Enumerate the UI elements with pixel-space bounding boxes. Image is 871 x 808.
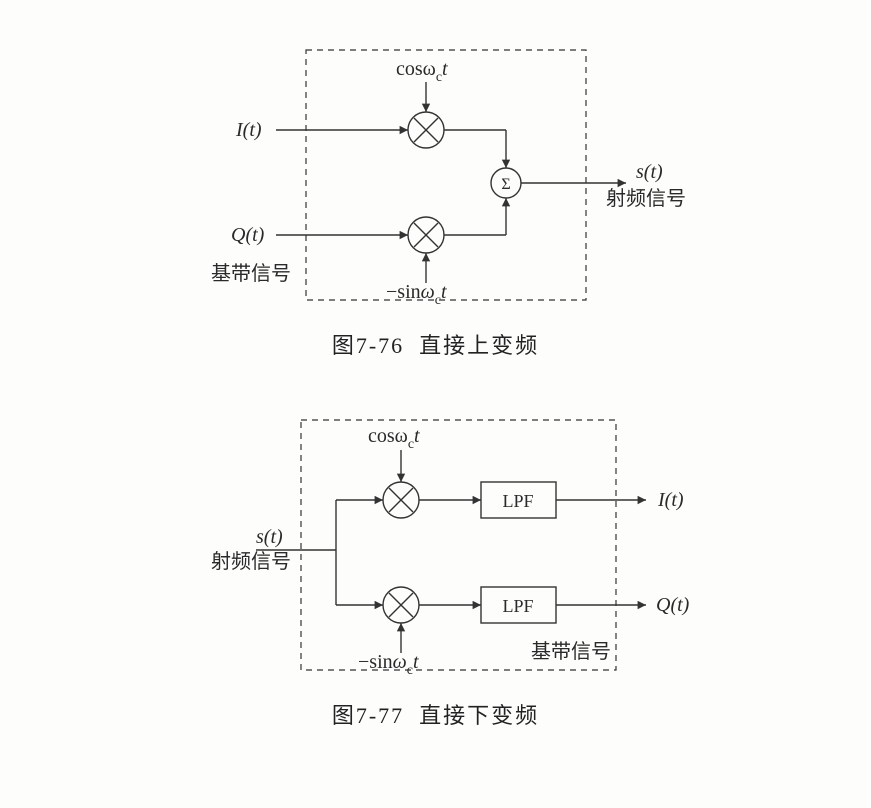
caption-b-prefix: 图7-77 [332, 703, 404, 728]
lo-top-cos: cosω [396, 58, 436, 80]
lpf-bot-label: LPF [502, 596, 533, 616]
diagram-downconversion: s(t) 射频信号 cosωct LPF I(t) [136, 390, 736, 690]
input-s-label: s(t) [256, 526, 283, 548]
sum-symbol: Σ [501, 176, 510, 193]
caption-b-title: 直接下变频 [419, 703, 539, 728]
diagram-upconversion: cosωct I(t) Q(t) −sinωct 基带信 [136, 20, 736, 320]
caption-a-title: 直接上变频 [419, 333, 539, 358]
lo-top-cos-b: cosω [368, 425, 408, 447]
lo-bot-prefix: −sin [386, 281, 421, 303]
baseband-label-b: 基带信号 [531, 640, 611, 663]
caption-a: 图7-76 直接上变频 [20, 328, 851, 360]
lo-top-label-b: cosωct [368, 425, 420, 452]
output-rf-label: 射频信号 [606, 187, 686, 210]
baseband-label: 基带信号 [211, 262, 291, 285]
input-q-label: Q(t) [231, 224, 265, 246]
lo-bot-label-b: −sinωct [358, 651, 419, 678]
lpf-top-label: LPF [502, 491, 533, 511]
input-rf-label: 射频信号 [211, 550, 291, 573]
input-i-label: I(t) [235, 119, 262, 141]
lo-top-t-b: t [414, 425, 420, 447]
lo-bot-w: ω [420, 281, 434, 303]
out-i-label: I(t) [657, 489, 684, 511]
lo-bot-label: −sinωct [386, 281, 447, 308]
lo-bot-prefix-b: −sin [358, 651, 393, 673]
output-s-label: s(t) [636, 161, 663, 183]
figure-upconversion: cosωct I(t) Q(t) −sinωct 基带信 [20, 20, 851, 360]
lo-top-label: cosωct [396, 58, 448, 85]
dashed-box [306, 50, 586, 300]
dashed-box-b [301, 420, 616, 670]
caption-b: 图7-77 直接下变频 [20, 698, 851, 730]
lo-bot-w-b: ω [392, 651, 406, 673]
out-q-label: Q(t) [656, 594, 690, 616]
figure-downconversion: s(t) 射频信号 cosωct LPF I(t) [20, 390, 851, 730]
lo-top-t: t [442, 58, 448, 80]
lo-bot-t: t [440, 281, 446, 303]
lo-bot-t-b: t [412, 651, 418, 673]
caption-a-prefix: 图7-76 [332, 333, 404, 358]
